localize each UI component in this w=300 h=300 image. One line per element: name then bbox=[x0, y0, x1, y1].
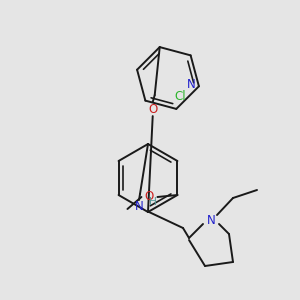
Text: O: O bbox=[145, 190, 154, 203]
Text: N: N bbox=[187, 78, 195, 91]
Text: O: O bbox=[148, 103, 157, 116]
Text: Cl: Cl bbox=[175, 90, 186, 104]
Text: N: N bbox=[207, 214, 215, 226]
Text: H: H bbox=[149, 197, 157, 207]
Text: N: N bbox=[135, 200, 143, 212]
